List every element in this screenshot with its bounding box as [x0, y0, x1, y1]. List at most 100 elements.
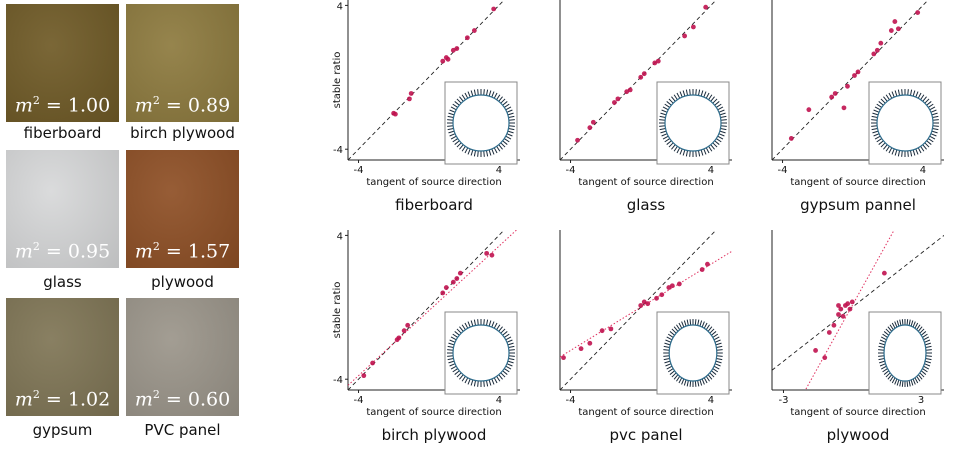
inset-tick: [505, 135, 512, 140]
inset-tick: [447, 119, 454, 121]
data-point: [874, 47, 880, 53]
inset-tick: [712, 98, 718, 104]
swatch-plywood: m2 = 1.57: [126, 150, 239, 268]
identity-line: [560, 230, 717, 390]
inset-tick: [485, 319, 489, 326]
inset-tick: [922, 333, 928, 338]
inset-tick: [707, 374, 713, 380]
inset-tick: [928, 138, 934, 143]
inset-tick: [449, 363, 456, 367]
inset-tick: [709, 372, 715, 378]
data-point: [407, 96, 412, 102]
inset-tick: [508, 357, 515, 361]
inset-tick: [661, 109, 668, 113]
inset-tick: [924, 363, 931, 367]
data-point: [690, 24, 696, 30]
inset-tick: [485, 89, 489, 96]
inset-tick: [926, 101, 932, 106]
inset-tick: [508, 119, 515, 121]
inset-tick: [450, 336, 457, 341]
data-point: [624, 89, 630, 95]
inset-tick: [709, 328, 715, 334]
inset-tick: [502, 101, 508, 106]
inset-tick: [700, 149, 704, 156]
inset-tick: [502, 140, 508, 145]
inset-tick: [464, 92, 469, 99]
inset-tick: [878, 355, 885, 357]
fit-line: [560, 250, 732, 358]
inset-tick: [493, 147, 498, 154]
inset-tick: [697, 89, 701, 96]
inset-tick: [470, 320, 474, 327]
inset-tick: [473, 380, 477, 387]
x-tick-label: -4: [354, 395, 364, 406]
inset-tick: [663, 349, 670, 351]
data-point: [641, 71, 647, 77]
inset-tick: [718, 109, 725, 113]
inset-tick: [663, 345, 670, 349]
inset-tick: [914, 377, 919, 384]
inset-tick: [508, 127, 515, 131]
inset-tick: [488, 379, 492, 386]
inset-tick: [508, 349, 515, 351]
inset-tick: [681, 378, 685, 385]
inset-tick: [919, 328, 925, 334]
x-axis-label: tangent of source direction: [366, 177, 501, 188]
inset-tick: [502, 331, 508, 336]
inset-tick: [909, 89, 913, 96]
data-point: [699, 267, 705, 272]
data-point: [443, 285, 449, 290]
inset-tick: [477, 319, 479, 326]
m2-value: m2 = 1.57: [134, 239, 231, 262]
inset-tick: [493, 322, 498, 329]
inset-tick: [716, 357, 723, 361]
inset-tick: [671, 144, 676, 150]
inset-tick: [496, 376, 501, 382]
inset-tick: [917, 147, 922, 154]
data-point: [654, 295, 659, 301]
inset-tick: [882, 333, 888, 338]
inset-tick: [454, 331, 460, 336]
inset-tick: [508, 355, 515, 357]
data-point: [831, 322, 837, 328]
inset-tick: [883, 144, 888, 150]
inset-tick: [449, 133, 456, 137]
inset-tick: [682, 90, 686, 97]
inset-tick: [871, 119, 878, 121]
data-point: [627, 87, 633, 93]
data-point: [838, 306, 844, 312]
inset-tick: [878, 349, 885, 351]
inset-tick: [880, 365, 887, 370]
inset-tick: [507, 112, 514, 116]
inset-tick: [493, 92, 498, 99]
inset-tick: [505, 336, 512, 341]
inset-tick: [901, 319, 904, 326]
inset-tick: [452, 333, 458, 338]
inset-tick: [452, 103, 458, 108]
inset-tick: [659, 127, 666, 131]
inset-tick: [689, 319, 692, 326]
m2-value: m2 = 1.02: [14, 387, 111, 410]
m2-value: m2 = 1.00: [14, 93, 111, 116]
data-point: [826, 330, 832, 335]
data-point: [396, 335, 402, 341]
inset-tick: [925, 345, 932, 349]
inset-tick: [662, 135, 669, 140]
inset-tick: [700, 90, 704, 97]
data-point: [450, 279, 456, 285]
inset-tick: [907, 89, 909, 96]
inset-tick: [714, 339, 721, 343]
inset-tick: [496, 146, 501, 152]
inset-tick: [500, 328, 506, 334]
inset-tick: [473, 319, 477, 326]
inset-tick: [878, 357, 885, 361]
data-point: [915, 10, 921, 15]
inset-tick: [663, 355, 670, 357]
inset-tick: [701, 321, 705, 328]
data-point: [682, 33, 688, 39]
inset-tick: [928, 103, 934, 108]
inset-tick: [712, 142, 718, 148]
data-point: [401, 328, 407, 334]
inset-tick: [926, 140, 932, 145]
